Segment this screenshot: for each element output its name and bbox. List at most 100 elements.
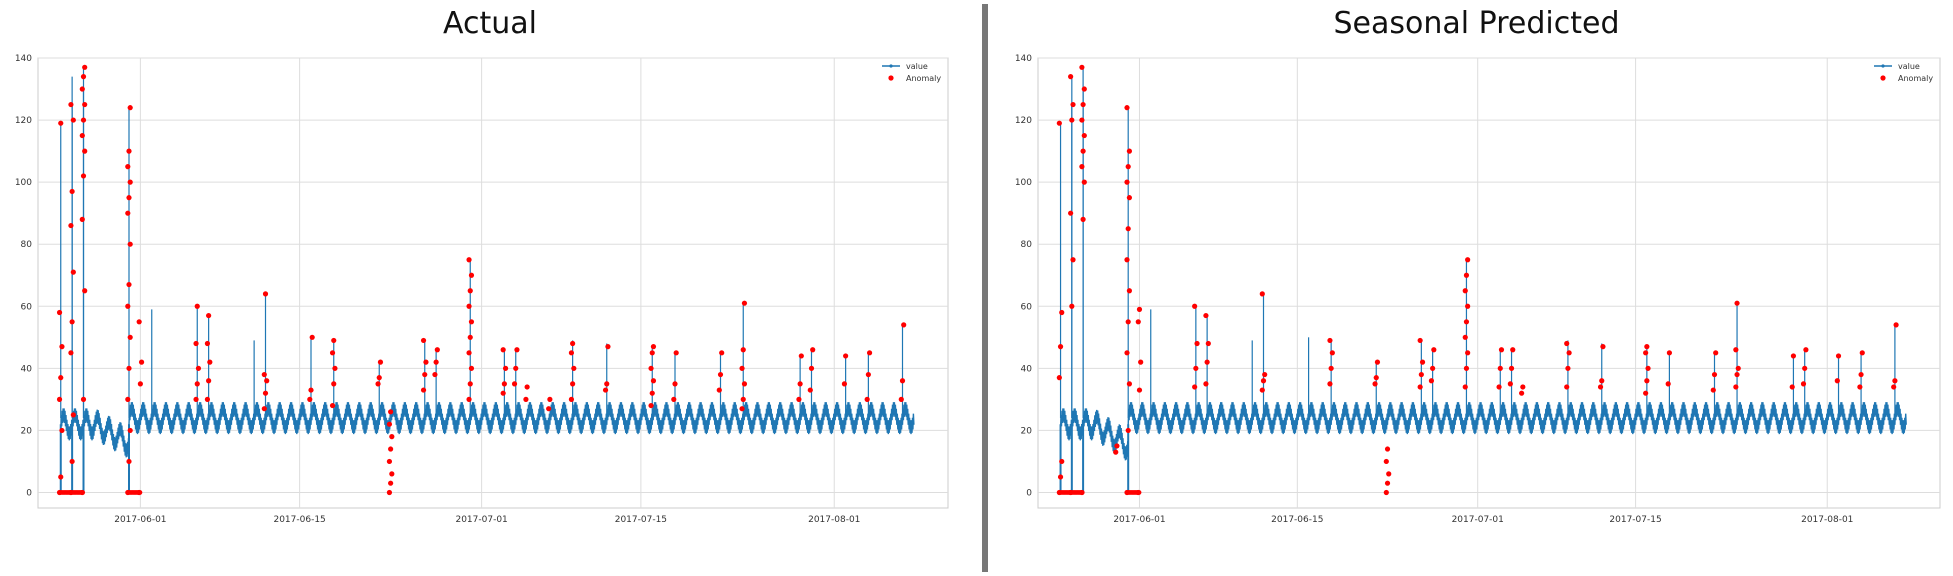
anomaly-point xyxy=(68,101,74,108)
anomaly-point xyxy=(1386,471,1392,477)
x-tick-label: 2017-07-15 xyxy=(1609,515,1661,525)
anomaly-point xyxy=(1734,371,1740,378)
anomaly-point xyxy=(501,381,507,387)
anomaly-point xyxy=(1789,384,1795,390)
y-tick-label: 80 xyxy=(1021,240,1033,250)
y-tick-label: 40 xyxy=(21,364,33,374)
anomaly-point xyxy=(1329,350,1335,356)
anomaly-point xyxy=(329,350,336,356)
anomaly-point xyxy=(1520,384,1526,390)
anomaly-point xyxy=(1508,365,1515,371)
anomaly-point xyxy=(1597,384,1604,390)
anomaly-point xyxy=(1126,381,1132,387)
anomaly-point xyxy=(420,387,427,393)
anomaly-point xyxy=(866,350,873,356)
anomaly-point xyxy=(570,340,576,347)
anomaly-point xyxy=(1056,120,1062,126)
anomaly-point xyxy=(127,105,133,111)
anomaly-point xyxy=(1373,375,1379,381)
value-series xyxy=(1059,402,1907,461)
anomaly-point xyxy=(332,365,338,371)
anomaly-point xyxy=(1260,378,1267,384)
anomaly-point xyxy=(1126,288,1132,294)
anomaly-point xyxy=(468,365,475,371)
anomaly-point xyxy=(1193,365,1199,371)
y-tick-label: 60 xyxy=(1021,302,1033,312)
anomaly-point xyxy=(1419,359,1426,365)
y-tick-label: 20 xyxy=(21,426,33,436)
anomaly-point xyxy=(388,446,394,452)
anomaly-point xyxy=(650,344,657,350)
legend: value Anomaly xyxy=(882,62,941,83)
anomaly-point xyxy=(1859,350,1865,356)
anomaly-point xyxy=(1565,365,1571,371)
anomaly-point xyxy=(1713,350,1719,356)
anomaly-point xyxy=(80,117,87,123)
anomaly-point xyxy=(1566,350,1572,356)
chart-svg-actual: 0 20 40 60 80 100 120 140 2017-06-01 2017-06-15 20… xyxy=(15,54,949,525)
legend-label-anomaly: Anomaly xyxy=(906,74,941,83)
value-line-segment xyxy=(128,402,915,435)
anomaly-point xyxy=(649,350,655,356)
anomaly-point xyxy=(1192,303,1198,309)
plot-area xyxy=(1037,57,1941,509)
anomaly-point xyxy=(1507,381,1513,387)
anomaly-point xyxy=(207,359,213,365)
anomaly-point xyxy=(807,387,813,393)
anomaly-point xyxy=(126,281,132,288)
anomaly-point xyxy=(810,347,816,353)
anomaly-point xyxy=(739,406,745,412)
anomaly-point xyxy=(740,396,746,402)
anomaly-point xyxy=(261,371,267,378)
anomaly-point xyxy=(1734,300,1740,306)
y-tick-label: 140 xyxy=(15,54,32,64)
anomaly-point xyxy=(137,490,143,495)
anomaly-point xyxy=(125,396,131,402)
anomaly-point xyxy=(1892,378,1898,384)
legend-anomaly-marker xyxy=(888,75,894,81)
anomaly-point xyxy=(650,378,657,384)
y-tick-label: 0 xyxy=(1026,488,1032,498)
anomaly-point xyxy=(125,210,131,216)
anomaly-point xyxy=(376,375,382,381)
anomaly-point xyxy=(1069,303,1075,309)
anomaly-point xyxy=(126,458,132,465)
anomaly-point xyxy=(546,406,552,412)
anomaly-point xyxy=(1510,347,1516,353)
anomaly-point xyxy=(524,384,530,390)
anomaly-point xyxy=(194,381,200,387)
anomaly-point xyxy=(843,353,849,359)
y-tick-label: 120 xyxy=(15,116,32,126)
anomaly-point xyxy=(1893,322,1899,328)
anomaly-point xyxy=(1081,132,1087,139)
anomaly-point xyxy=(1056,375,1062,381)
anomaly-point xyxy=(716,387,722,393)
anomaly-point xyxy=(433,359,439,365)
anomaly-point xyxy=(1125,319,1131,325)
anomaly-point xyxy=(1418,371,1424,378)
anomaly-point xyxy=(1463,272,1470,278)
anomaly-point xyxy=(1070,101,1076,108)
anomaly-point xyxy=(1080,148,1086,154)
anomaly-point xyxy=(389,434,395,440)
anomaly-point xyxy=(204,396,211,402)
anomaly-point xyxy=(673,350,679,356)
legend-label-anomaly: Anomaly xyxy=(1898,74,1933,83)
anomaly-point xyxy=(1125,226,1131,232)
chart-panel-actual: Actual 0 20 40 60 80 100 120 140 2017-06-01 2017-… xyxy=(15,6,949,525)
anomaly-point xyxy=(68,222,74,229)
anomaly-point xyxy=(1204,359,1210,365)
anomaly-point xyxy=(1372,381,1378,387)
anomaly-point xyxy=(127,179,133,185)
anomaly-point xyxy=(672,381,678,387)
anomaly-point xyxy=(671,396,677,402)
value-line-segment xyxy=(94,409,130,458)
x-tick-label: 2017-08-01 xyxy=(1801,515,1853,525)
anomaly-point xyxy=(1057,474,1064,480)
anomaly-point xyxy=(261,406,267,412)
anomaly-point xyxy=(1192,384,1198,390)
anomaly-point xyxy=(1462,288,1468,294)
anomaly-point xyxy=(82,288,88,294)
anomaly-point xyxy=(206,378,212,384)
chart-panel-seasonal-predicted: Seasonal Predicted 0 20 40 60 80 100 120 140 201… xyxy=(1000,0,1953,576)
